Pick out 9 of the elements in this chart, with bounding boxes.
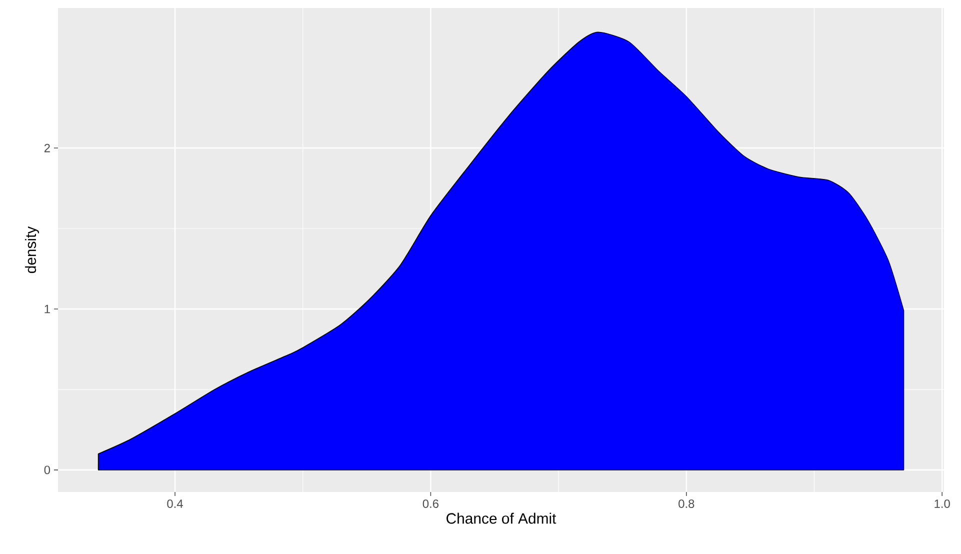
x-tick-label: 0.8 [678,499,694,508]
x-axis-title: Chance of Admit [446,512,556,524]
x-tick-label: 0.6 [422,499,438,508]
y-tick-label: 2 [44,144,50,152]
y-axis-title: density [25,226,40,274]
y-tick-label: 0 [44,466,50,474]
x-tick-label: 0.4 [167,499,183,508]
y-tick-label: 1 [44,304,50,314]
x-tick-label: 1.0 [934,499,950,508]
